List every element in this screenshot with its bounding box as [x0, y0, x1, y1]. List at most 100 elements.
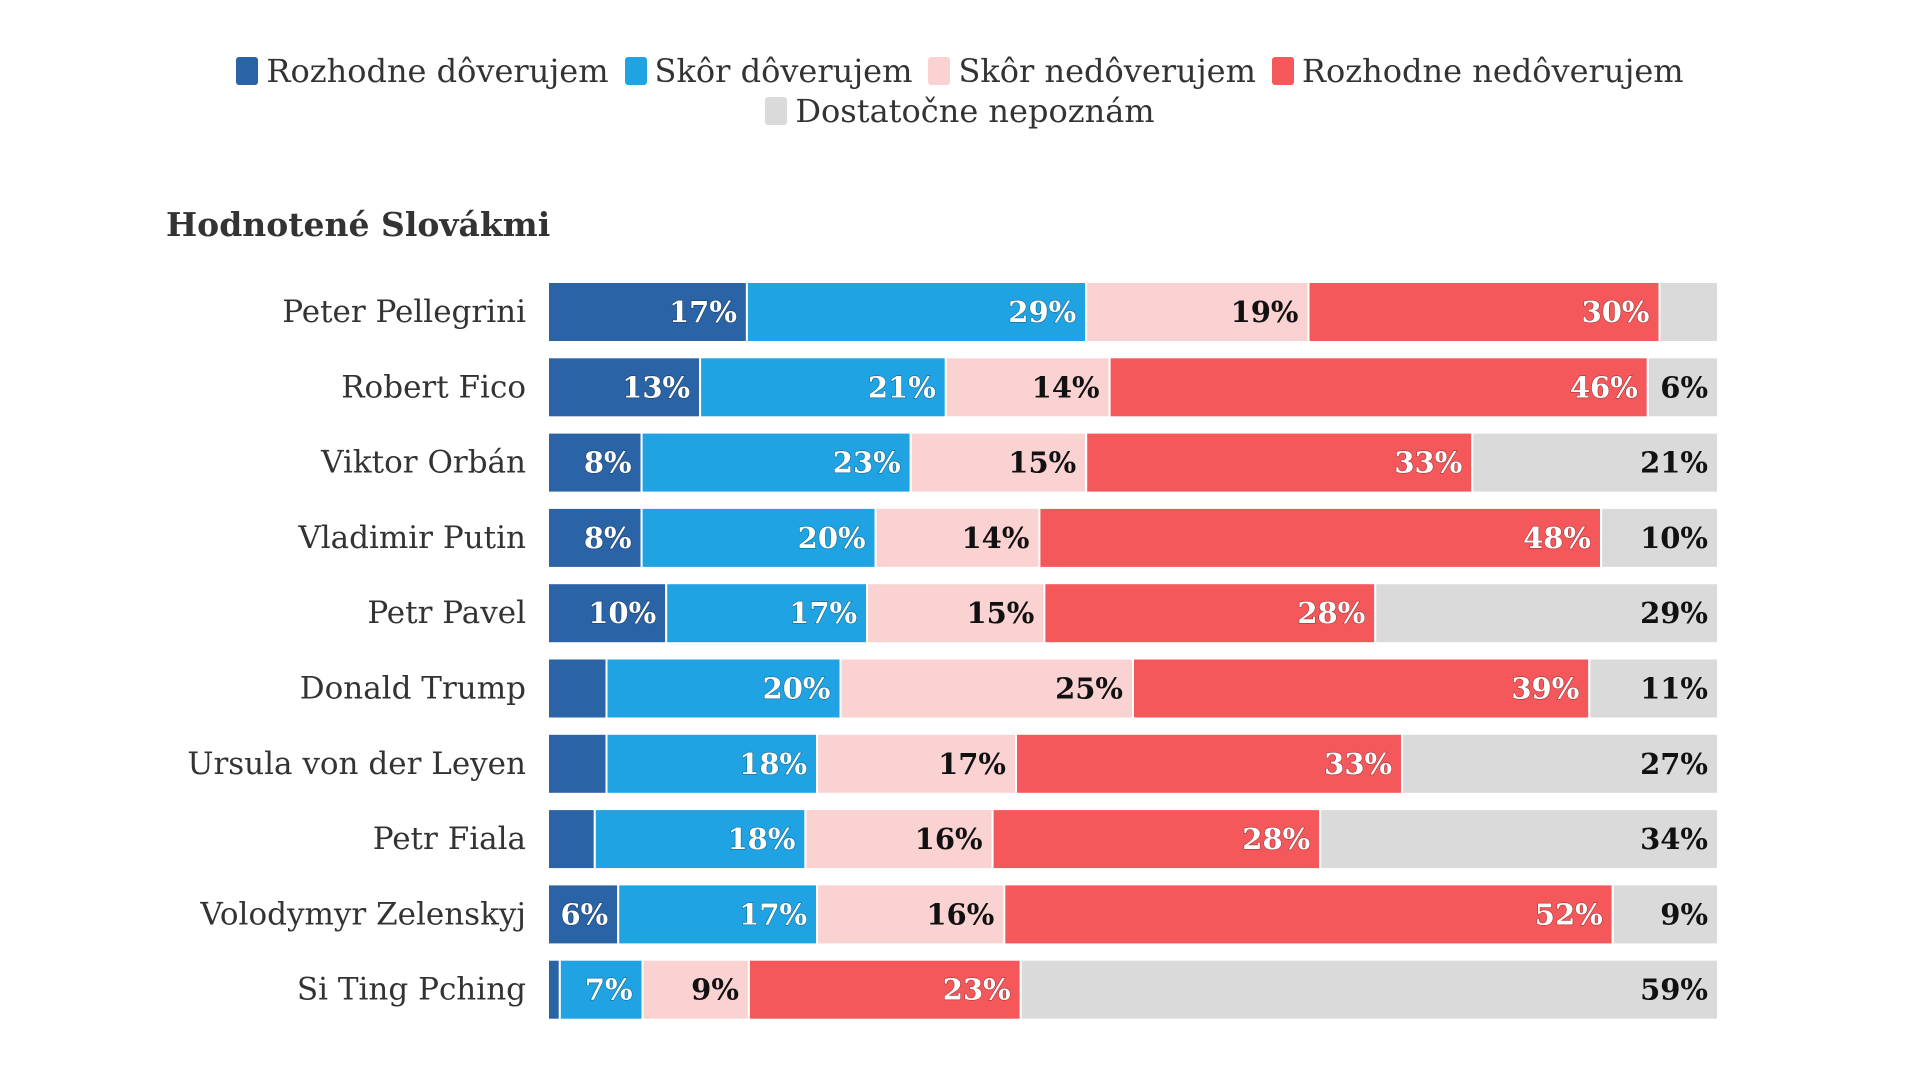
bar-ursula-von-der-leyen-skor-nedoverujem: [816, 732, 1017, 795]
value-label-si-ting-pching-rozhodne-nedoverujem: 23%: [943, 973, 1011, 1007]
value-label-vladimir-putin-rozhodne-nedoverujem: 48%: [1523, 521, 1591, 555]
category-label-peter-pellegrini: Peter Pellegrini: [282, 294, 526, 330]
value-label-petr-pavel-rozhodne-nedoverujem: 28%: [1297, 596, 1365, 630]
bar-petr-fiala-dostatocne-nepoznam: [1319, 808, 1719, 871]
chart-subtitle: Hodnotené Slovákmi: [166, 205, 551, 244]
value-label-donald-trump-skor-nedoverujem: 25%: [1055, 672, 1123, 706]
legend-row-2: Dostatočne nepoznám: [0, 92, 1920, 130]
category-label-volodymyr-zelenskyj: Volodymyr Zelenskyj: [199, 896, 526, 932]
value-label-peter-pellegrini-skor-nedoverujem: 19%: [1231, 295, 1299, 329]
bar-vladimir-putin-rozhodne-doverujem: [547, 506, 643, 569]
bar-petr-pavel-dostatocne-nepoznam: [1374, 582, 1719, 645]
legend-swatch-dostatocne-nepoznam: [765, 97, 788, 125]
value-label-viktor-orban-rozhodne-nedoverujem: 33%: [1394, 446, 1462, 480]
value-label-viktor-orban-rozhodne-doverujem: 8%: [584, 446, 632, 480]
value-label-vladimir-putin-dostatocne-nepoznam: 10%: [1640, 521, 1708, 555]
value-label-viktor-orban-skor-nedoverujem: 15%: [1008, 446, 1076, 480]
value-label-si-ting-pching-skor-nedoverujem: 9%: [691, 973, 739, 1007]
bars-group: Peter Pellegrini 17% 29% 19% 30% Robert Fico 1…: [187, 281, 1720, 1021]
bar-si-ting-pching-skor-doverujem: [558, 958, 644, 1021]
value-label-vladimir-putin-skor-nedoverujem: 14%: [961, 521, 1029, 555]
bar-petr-fiala-rozhodne-nedoverujem: [991, 808, 1322, 871]
value-label-vladimir-putin-rozhodne-doverujem: 8%: [584, 521, 632, 555]
category-label-petr-fiala: Petr Fiala: [373, 821, 526, 857]
legend-swatch-rozhodne-doverujem: [236, 57, 259, 85]
value-label-robert-fico-skor-doverujem: 21%: [868, 370, 936, 404]
value-label-petr-pavel-skor-nedoverujem: 15%: [966, 596, 1034, 630]
bar-donald-trump-dostatocne-nepoznam: [1588, 657, 1720, 720]
value-label-peter-pellegrini-rozhodne-nedoverujem: 30%: [1582, 295, 1650, 329]
value-label-donald-trump-rozhodne-nedoverujem: 39%: [1511, 672, 1579, 706]
bar-petr-fiala-rozhodne-doverujem: [547, 808, 596, 871]
value-label-volodymyr-zelenskyj-skor-nedoverujem: 16%: [926, 897, 994, 931]
category-label-robert-fico: Robert Fico: [341, 369, 526, 405]
value-label-volodymyr-zelenskyj-dostatocne-nepoznam: 9%: [1660, 897, 1708, 931]
legend-label-skor-doverujem: Skôr dôverujem: [654, 52, 913, 90]
legend-label-skor-nedoverujem: Skôr nedôverujem: [958, 52, 1256, 90]
bar-peter-pellegrini-rozhodne-doverujem: [547, 281, 748, 343]
bar-volodymyr-zelenskyj-rozhodne-nedoverujem: [1003, 883, 1614, 946]
value-label-volodymyr-zelenskyj-rozhodne-nedoverujem: 52%: [1535, 897, 1603, 931]
legend-label-dostatocne-nepoznam: Dostatočne nepoznám: [795, 92, 1155, 130]
category-label-si-ting-pching: Si Ting Pching: [297, 972, 526, 1008]
value-label-viktor-orban-dostatocne-nepoznam: 21%: [1640, 446, 1708, 480]
bar-peter-pellegrini-skor-doverujem: [745, 281, 1088, 343]
value-label-petr-fiala-skor-nedoverujem: 16%: [915, 822, 983, 856]
bar-donald-trump-skor-nedoverujem: [839, 657, 1134, 720]
bar-volodymyr-zelenskyj-skor-doverujem: [617, 883, 819, 946]
value-label-ursula-von-der-leyen-skor-nedoverujem: 17%: [938, 747, 1006, 781]
value-label-petr-pavel-dostatocne-nepoznam: 29%: [1640, 596, 1708, 630]
bar-viktor-orban-dostatocne-nepoznam: [1471, 431, 1720, 494]
bar-si-ting-pching-rozhodne-nedoverujem: [747, 958, 1022, 1021]
bar-vladimir-putin-dostatocne-nepoznam: [1600, 506, 1719, 569]
bar-robert-fico-rozhodne-nedoverujem: [1108, 356, 1649, 419]
value-label-volodymyr-zelenskyj-skor-doverujem: 17%: [739, 897, 807, 931]
bar-donald-trump-skor-doverujem: [605, 657, 842, 720]
bar-vladimir-putin-rozhodne-nedoverujem: [1038, 506, 1602, 569]
legend-label-rozhodne-nedoverujem: Rozhodne nedôverujem: [1301, 52, 1684, 90]
category-label-donald-trump: Donald Trump: [300, 671, 526, 707]
bar-robert-fico-rozhodne-doverujem: [547, 356, 702, 419]
legend-item-skor-doverujem: Skôr dôverujem: [624, 52, 913, 90]
bar-peter-pellegrini-rozhodne-nedoverujem: [1307, 281, 1661, 343]
bar-viktor-orban-skor-nedoverujem: [909, 431, 1088, 494]
legend-row-1: Rozhodne dôverujem Skôr dôverujem Skôr n…: [0, 52, 1920, 90]
legend-swatch-skor-nedoverujem: [928, 57, 951, 85]
legend-item-skor-nedoverujem: Skôr nedôverujem: [928, 52, 1256, 90]
bar-viktor-orban-rozhodne-doverujem: [547, 431, 643, 494]
legend-swatch-skor-doverujem: [624, 57, 647, 85]
bar-robert-fico-skor-doverujem: [699, 356, 947, 419]
value-label-robert-fico-skor-nedoverujem: 14%: [1032, 370, 1100, 404]
bar-si-ting-pching-dostatocne-nepoznam: [1019, 958, 1719, 1021]
bar-petr-pavel-rozhodne-nedoverujem: [1043, 582, 1377, 645]
value-label-viktor-orban-skor-doverujem: 23%: [833, 446, 901, 480]
legend-swatch-rozhodne-nedoverujem: [1271, 57, 1294, 85]
bar-petr-pavel-skor-doverujem: [665, 582, 869, 645]
category-label-viktor-orban: Viktor Orbán: [320, 445, 526, 481]
bar-petr-pavel-skor-nedoverujem: [866, 582, 1046, 645]
value-label-robert-fico-dostatocne-nepoznam: 6%: [1660, 370, 1708, 404]
value-label-ursula-von-der-leyen-rozhodne-nedoverujem: 33%: [1324, 747, 1392, 781]
value-label-ursula-von-der-leyen-skor-doverujem: 18%: [739, 747, 807, 781]
value-label-petr-pavel-rozhodne-doverujem: 10%: [588, 596, 656, 630]
bar-volodymyr-zelenskyj-rozhodne-doverujem: [547, 883, 620, 946]
bar-robert-fico-dostatocne-nepoznam: [1646, 356, 1720, 419]
bar-ursula-von-der-leyen-dostatocne-nepoznam: [1401, 732, 1719, 795]
value-label-volodymyr-zelenskyj-rozhodne-doverujem: 6%: [560, 897, 608, 931]
value-label-ursula-von-der-leyen-dostatocne-nepoznam: 27%: [1640, 747, 1708, 781]
legend-item-rozhodne-nedoverujem: Rozhodne nedôverujem: [1271, 52, 1684, 90]
bar-petr-pavel-rozhodne-doverujem: [547, 582, 668, 645]
value-label-petr-pavel-skor-doverujem: 17%: [789, 596, 857, 630]
value-label-peter-pellegrini-skor-doverujem: 29%: [1008, 295, 1076, 329]
category-label-petr-pavel: Petr Pavel: [367, 595, 526, 631]
bar-si-ting-pching-skor-nedoverujem: [641, 958, 750, 1021]
bar-ursula-von-der-leyen-rozhodne-doverujem: [547, 732, 608, 795]
value-label-petr-fiala-skor-doverujem: 18%: [727, 822, 795, 856]
bar-robert-fico-skor-nedoverujem: [944, 356, 1111, 419]
bar-peter-pellegrini-skor-nedoverujem: [1085, 281, 1310, 343]
value-label-robert-fico-rozhodne-doverujem: 13%: [622, 370, 690, 404]
category-label-vladimir-putin: Vladimir Putin: [297, 520, 526, 556]
legend: Rozhodne dôverujem Skôr dôverujem Skôr n…: [0, 52, 1920, 132]
